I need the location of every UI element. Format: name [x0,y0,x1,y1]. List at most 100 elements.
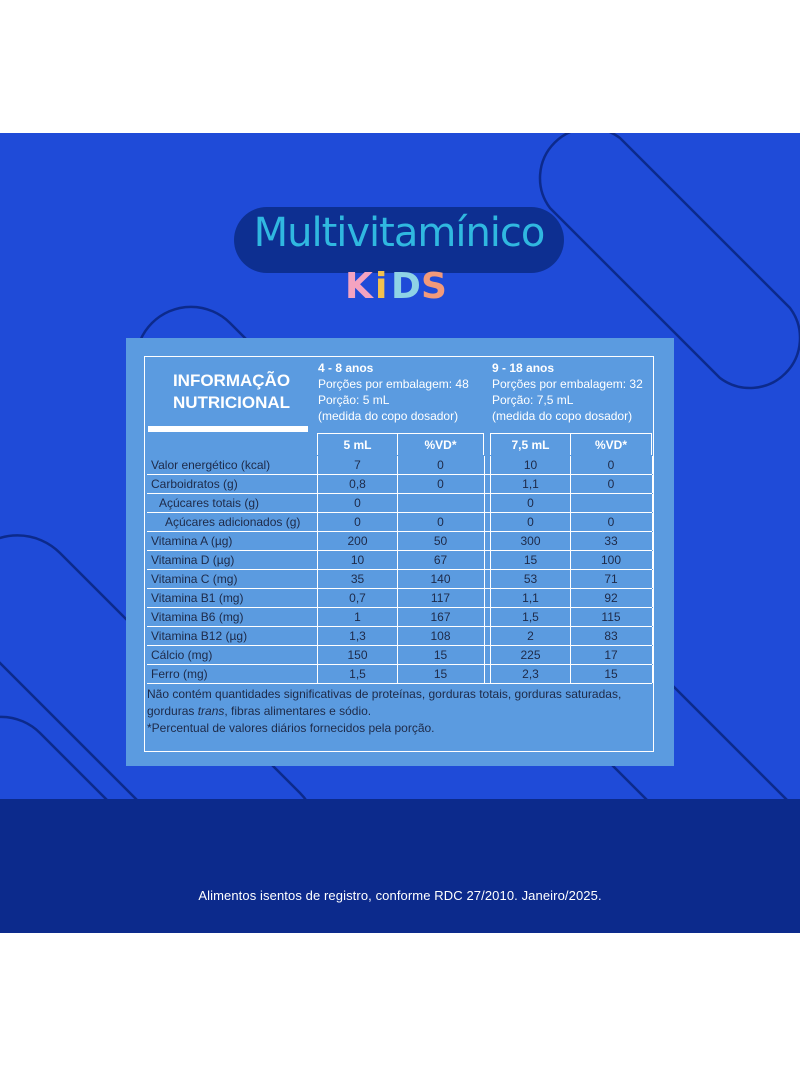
kids-letter-s: S [421,266,447,307]
column-divider [569,456,571,474]
row-value-a1: 1 [354,610,361,624]
column-divider [569,494,571,512]
column-divider [396,665,398,683]
column-divider [651,646,653,664]
row-value-v1: 0 [437,515,444,529]
column-divider [483,589,485,607]
nutrition-panel: INFORMAÇÃO NUTRICIONAL 4 - 8 anos Porçõe… [126,338,674,766]
row-value-v1: 15 [433,667,448,681]
table-row: Vitamina C (mg) 35 140 53 71 [147,570,653,589]
column-divider [569,532,571,550]
column-divider [483,551,485,569]
column-divider [569,475,571,493]
column-divider [316,570,318,588]
column-divider [569,570,571,588]
table-row: Valor energético (kcal) 7 0 10 0 [147,456,653,475]
table-row: Ferro (mg) 1,5 15 2,3 15 [147,665,653,684]
row-value-v1: 167 [430,610,451,624]
row-label: Carboidratos (g) [151,477,238,491]
row-value-a1: 35 [350,572,365,586]
note-text-trans: trans [197,704,225,718]
row-label: Vitamina B6 (mg) [151,610,244,624]
column-divider [651,551,653,569]
row-value-a2: 2,3 [522,667,539,681]
table-row: Carboidratos (g) 0,8 0 1,1 0 [147,475,653,494]
col-head-amount-2: 7,5 mL [490,433,571,455]
row-value-a1: 0,7 [349,591,366,605]
table-row: Vitamina D (µg) 10 67 15 100 [147,551,653,570]
table-row: Vitamina B6 (mg) 1 167 1,5 115 [147,608,653,627]
row-value-v1: 15 [433,648,448,662]
row-value-v2: 17 [604,648,618,662]
row-value-v2: 71 [604,572,618,586]
row-value-v2: 33 [604,534,618,548]
row-value-v1: 108 [430,629,451,643]
title-rule [148,426,308,432]
footer-band [0,799,800,933]
row-value-v1: 0 [437,477,444,491]
group2-servings: Porções por embalagem: 32 [492,377,643,391]
row-value-a1: 1,5 [349,667,366,681]
column-divider [651,475,653,493]
group1-portion: Porção: 5 mL [318,393,390,407]
row-value-a1: 150 [347,648,368,662]
row-label: Cálcio (mg) [151,648,213,662]
column-divider [483,475,485,493]
row-value-v2: 100 [600,553,622,567]
group1-measure: (medida do copo dosador) [318,409,459,423]
column-divider [396,456,398,474]
column-divider [489,456,491,474]
table-row: Vitamina A (µg) 200 50 300 33 [147,532,653,551]
column-divider [489,532,491,550]
column-divider [489,475,491,493]
row-value-v2: 115 [601,610,621,624]
row-value-v1: 50 [433,534,448,548]
row-label: Vitamina A (µg) [151,534,233,548]
title-line-1: INFORMAÇÃO [172,371,291,390]
row-value-a1: 0 [354,515,361,529]
group1-header: 4 - 8 anos Porções por embalagem: 48 Por… [318,360,469,424]
row-label: Valor energético (kcal) [151,458,271,472]
table-row: Vitamina B12 (µg) 1,3 108 2 83 [147,627,653,646]
row-value-a2: 300 [520,534,541,548]
table-row: Vitamina B1 (mg) 0,7 117 1,1 92 [147,589,653,608]
column-divider [483,627,485,645]
row-value-v1 [397,494,484,512]
brand-title: Multivitamínico [253,210,546,256]
column-divider [316,627,318,645]
column-divider [316,513,318,531]
row-value-a2: 53 [523,572,538,586]
row-label: Vitamina B1 (mg) [151,591,244,605]
group2-measure: (medida do copo dosador) [492,409,633,423]
column-divider [316,646,318,664]
kids-letter-k: K [345,266,373,307]
nutrition-rows: Valor energético (kcal) 7 0 10 0 Carboidratos… [147,456,653,684]
row-value-v2: 0 [607,458,615,472]
col-head-vd-1: %VD* [397,433,484,455]
row-value-a2: 0 [527,496,534,510]
column-divider [483,532,485,550]
row-value-a2: 1,1 [522,477,539,491]
column-divider [651,608,653,626]
column-divider [489,513,491,531]
group2-header: 9 - 18 anos Porções por embalagem: 32 Po… [492,360,643,424]
row-value-v1: 117 [430,591,451,605]
row-label: Vitamina B12 (µg) [151,629,248,643]
column-divider [651,589,653,607]
kids-letter-d: D [391,266,421,307]
row-value-v2: 0 [607,477,615,491]
table-row: Açúcares totais (g) 0 0 [147,494,653,513]
column-divider [569,513,571,531]
column-divider [489,551,491,569]
row-label: Vitamina C (mg) [151,572,238,586]
column-divider [483,494,485,512]
col-head-vd-2: %VD* [570,433,652,455]
col-head-amount-1: 5 mL [317,433,398,455]
column-divider [651,494,653,512]
row-label: Açúcares totais (g) [159,496,260,510]
kids-logo: K i D S [345,266,455,310]
row-value-v2 [570,494,652,512]
note-text-a: gorduras [147,704,198,718]
logo-pill [234,207,564,273]
row-value-a2: 225 [520,648,541,662]
